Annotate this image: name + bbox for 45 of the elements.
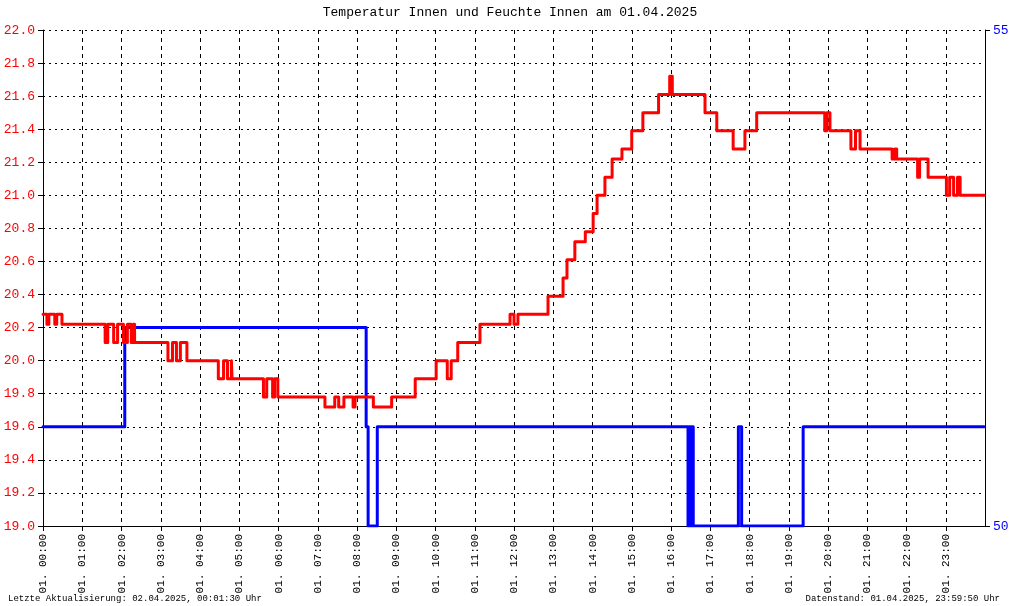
y-tick-label: 21.6	[3, 88, 35, 104]
y-tick-label: 19.4	[3, 452, 36, 468]
y-tick-label: 21.2	[3, 154, 35, 170]
text: Letzte Aktualisierung: 02.04.2025, 00:01:30 Uhr	[8, 593, 262, 604]
x-tick-label: 01. 09:00	[390, 534, 403, 594]
x-tick-label: 01. 07:00	[311, 534, 324, 594]
x-tick-label: 01. 23:00	[939, 534, 952, 594]
y-tick-label: 19.8	[3, 386, 35, 402]
y-tick-label: 20.0	[3, 353, 35, 369]
x-tick-label: 01. 14:00	[586, 534, 599, 594]
x-tick-label: 01. 21:00	[861, 534, 874, 594]
y2-tick-label: 55	[993, 22, 1009, 38]
x-tick-label: 01. 06:00	[272, 534, 285, 594]
x-tick-label: 01. 04:00	[194, 534, 206, 594]
y-tick-label: 21.0	[3, 187, 35, 203]
x-tick-label: 01. 10:00	[429, 534, 442, 594]
y-tick-label: 20.8	[3, 220, 35, 236]
x-tick-label: 01. 17:00	[704, 534, 717, 594]
x-tick-label: 01. 11:00	[468, 534, 481, 594]
x-tick-label: 01. 13:00	[547, 534, 560, 594]
y-tick-label: 19.2	[3, 485, 35, 501]
y-tick-label: 19.0	[3, 518, 35, 534]
y2-tick-label: 50	[993, 518, 1009, 534]
x-tick-label: 01. 22:00	[900, 534, 913, 594]
y-tick-label: 20.4	[3, 287, 36, 303]
x-tick-label: 01. 20:00	[822, 534, 834, 594]
x-tick-label: 01. 15:00	[625, 534, 638, 594]
y-tick-label: 21.4	[3, 121, 36, 137]
x-tick-label: 01. 12:00	[508, 534, 520, 594]
x-tick-label: 01. 00:00	[37, 534, 49, 594]
x-tick-label: 01. 01:00	[76, 534, 89, 594]
chart-title: Temperatur Innen und Feuchte Innen am 01.04.2025	[322, 5, 698, 20]
x-tick-label: 01. 18:00	[743, 534, 756, 594]
y-tick-label: 21.8	[3, 55, 35, 71]
text: Datenstand: 01.04.2025, 23:59:50 Uhr	[805, 593, 1001, 604]
y-tick-label: 19.6	[3, 419, 35, 435]
x-tick-label: 01. 19:00	[782, 534, 795, 594]
x-tick-label: 01. 16:00	[665, 534, 677, 594]
x-tick-label: 01. 03:00	[154, 534, 167, 594]
y-tick-label: 20.6	[3, 253, 35, 269]
y-tick-label: 22.0	[3, 22, 35, 38]
x-tick-label: 01. 08:00	[351, 534, 363, 594]
y-tick-label: 20.2	[3, 320, 35, 336]
x-tick-label: 01. 05:00	[233, 534, 246, 594]
x-tick-label: 01. 02:00	[115, 534, 128, 594]
